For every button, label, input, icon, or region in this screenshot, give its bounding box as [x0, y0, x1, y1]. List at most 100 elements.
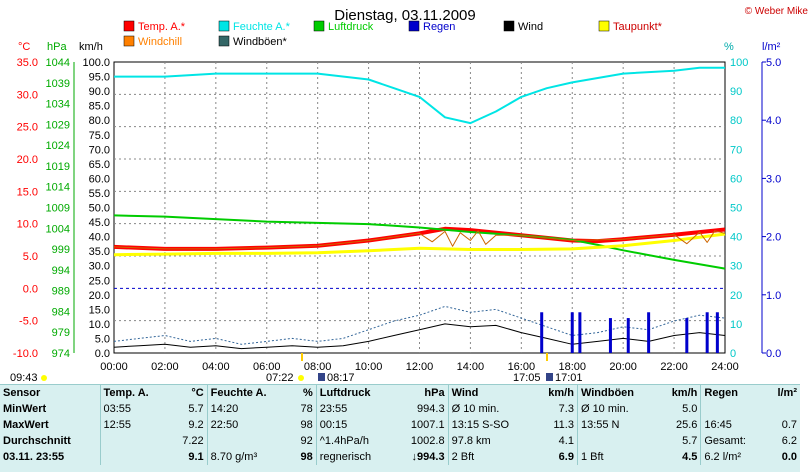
pressure-tick-label: 1034 [46, 99, 70, 111]
legend-item-label: Luftdruck [328, 21, 374, 33]
stats-cell [576, 433, 658, 449]
x-tick-label: 06:00 [253, 361, 281, 373]
stats-cell: Luftdruck [315, 385, 395, 401]
rain-axis-unit: l/m² [762, 41, 781, 53]
sunrise-icon [298, 375, 304, 381]
x-tick-label: 18:00 [558, 361, 586, 373]
stats-cell: Windböen [576, 385, 658, 401]
stats-cell: km/h [548, 387, 574, 399]
stats-cell: Feuchte A. [206, 385, 292, 401]
wind-tick-label: 20.0 [89, 290, 110, 302]
pressure-tick-label: 974 [52, 348, 70, 360]
stats-cell: 16:45 [700, 417, 766, 433]
rain-bar [647, 312, 651, 353]
moonrise-icon [546, 373, 553, 381]
rain-bar [578, 312, 582, 353]
stats-cell: 2 Bft [447, 449, 535, 465]
time-marker-sunset: 17:05 [513, 372, 541, 384]
temp-tick-label: 15.0 [17, 186, 38, 198]
pressure-tick-label: 1009 [46, 203, 70, 215]
stats-cell: 1007.1 [410, 419, 445, 431]
sunset-tick [546, 353, 548, 361]
series-line [113, 323, 726, 350]
temp-tick-label: 30.0 [17, 89, 38, 101]
temp-tick-label: 35.0 [17, 57, 38, 69]
stats-cell [766, 401, 800, 417]
pressure-axis-unit: hPa [47, 41, 67, 53]
stats-cell: 6.2 l/m² [700, 449, 766, 465]
temp-tick-label: 5.0 [23, 251, 38, 263]
x-tick-label: 02:00 [151, 361, 179, 373]
rain-bar [608, 318, 612, 353]
humidity-tick-label: 0 [730, 348, 736, 360]
wind-tick-label: 45.0 [89, 217, 110, 229]
x-tick-label: 00:00 [100, 361, 128, 373]
rain-bar [685, 318, 689, 353]
wind-tick-label: 30.0 [89, 261, 110, 273]
wind-tick-label: 65.0 [89, 159, 110, 171]
pressure-tick-label: 979 [52, 327, 70, 339]
wind-tick-label: 15.0 [89, 304, 110, 316]
rain-tick-label: 2.0 [766, 232, 781, 244]
stats-cell: 97.8 km [447, 433, 535, 449]
moonset-icon [318, 373, 325, 381]
rain-tick-label: 4.0 [766, 115, 781, 127]
legend-swatch [408, 20, 420, 32]
stats-header-row: Sensor Temp. A. °C Feuchte A.% Luftdruck hPa W… [0, 385, 800, 401]
humidity-tick-label: 50 [730, 203, 742, 215]
axes: -10.0 -5.0 0.0 5.0 10.0 15.0 20.0 25.0 30.0 35.0 9… [13, 57, 781, 373]
stats-cell [700, 401, 766, 417]
stats-cell: 4.1 [558, 435, 574, 447]
stats-cell: % [302, 387, 313, 399]
temp-tick-label: 25.0 [17, 122, 38, 134]
stats-cell: 5.7 [682, 435, 698, 447]
weather-chart: Dienstag, 03.11.2009 © Weber Mike Temp. … [10, 6, 809, 384]
stats-cell: 23:55 [315, 401, 395, 417]
wind-tick-label: 90.0 [89, 86, 110, 98]
stats-cell [206, 433, 292, 449]
wind-axis-unit: km/h [79, 41, 103, 53]
x-tick-label: 24:00 [711, 361, 739, 373]
wind-tick-label: 95.0 [89, 72, 110, 84]
pressure-tick-label: 1044 [46, 57, 70, 69]
stats-cell: ↓994.3 [411, 451, 445, 463]
legend-item-label: Wind [518, 21, 543, 33]
legend-item-label: Windchill [138, 36, 182, 48]
x-tick-label: 04:00 [202, 361, 230, 373]
rain-bar [540, 312, 544, 353]
time-marker-moonset: 08:17 [327, 372, 355, 384]
legend-item-label: Windböen* [233, 36, 288, 48]
stats-cell: °C [191, 387, 204, 399]
rain-bar [626, 318, 630, 353]
stats-cell: 994.3 [417, 403, 445, 415]
humidity-tick-label: 20 [730, 290, 742, 302]
rain-tick-label: 5.0 [766, 57, 781, 69]
wind-tick-label: 25.0 [89, 275, 110, 287]
humidity-tick-label: 40 [730, 232, 742, 244]
rain-bar [715, 312, 719, 353]
stats-cell: 22:50 [206, 417, 292, 433]
rain-bar [570, 312, 574, 353]
series-line [113, 232, 726, 257]
stats-cell: Durchschnitt [3, 435, 71, 447]
stats-cell: 8.70 g/m³ [206, 449, 292, 465]
stats-cell: 9.1 [188, 451, 204, 463]
stats-cell: 98 [300, 419, 313, 431]
stats-cell: 03.11. 23:55 [3, 451, 65, 463]
pressure-tick-label: 994 [52, 265, 70, 277]
stats-cell: Ø 10 min. [576, 401, 658, 417]
legend-swatch [218, 20, 230, 32]
temp-axis-unit: °C [18, 41, 30, 53]
stats-row-avg: Durchschnitt 7.22 92 ^1.4hPa/h 1002.8 97.8 km… [0, 433, 800, 449]
stats-cell: 6.9 [558, 451, 574, 463]
stats-cell: 98 [300, 451, 313, 463]
rain-tick-label: 3.0 [766, 173, 781, 185]
stats-cell: 7.3 [558, 403, 574, 415]
series-line [113, 230, 726, 250]
series-group [113, 66, 726, 353]
legend-swatch [218, 35, 230, 47]
copyright-text: © Weber Mike [745, 6, 809, 17]
stats-cell: 4.5 [682, 451, 698, 463]
wind-tick-label: 70.0 [89, 144, 110, 156]
legend-item-label: Taupunkt* [613, 21, 663, 33]
